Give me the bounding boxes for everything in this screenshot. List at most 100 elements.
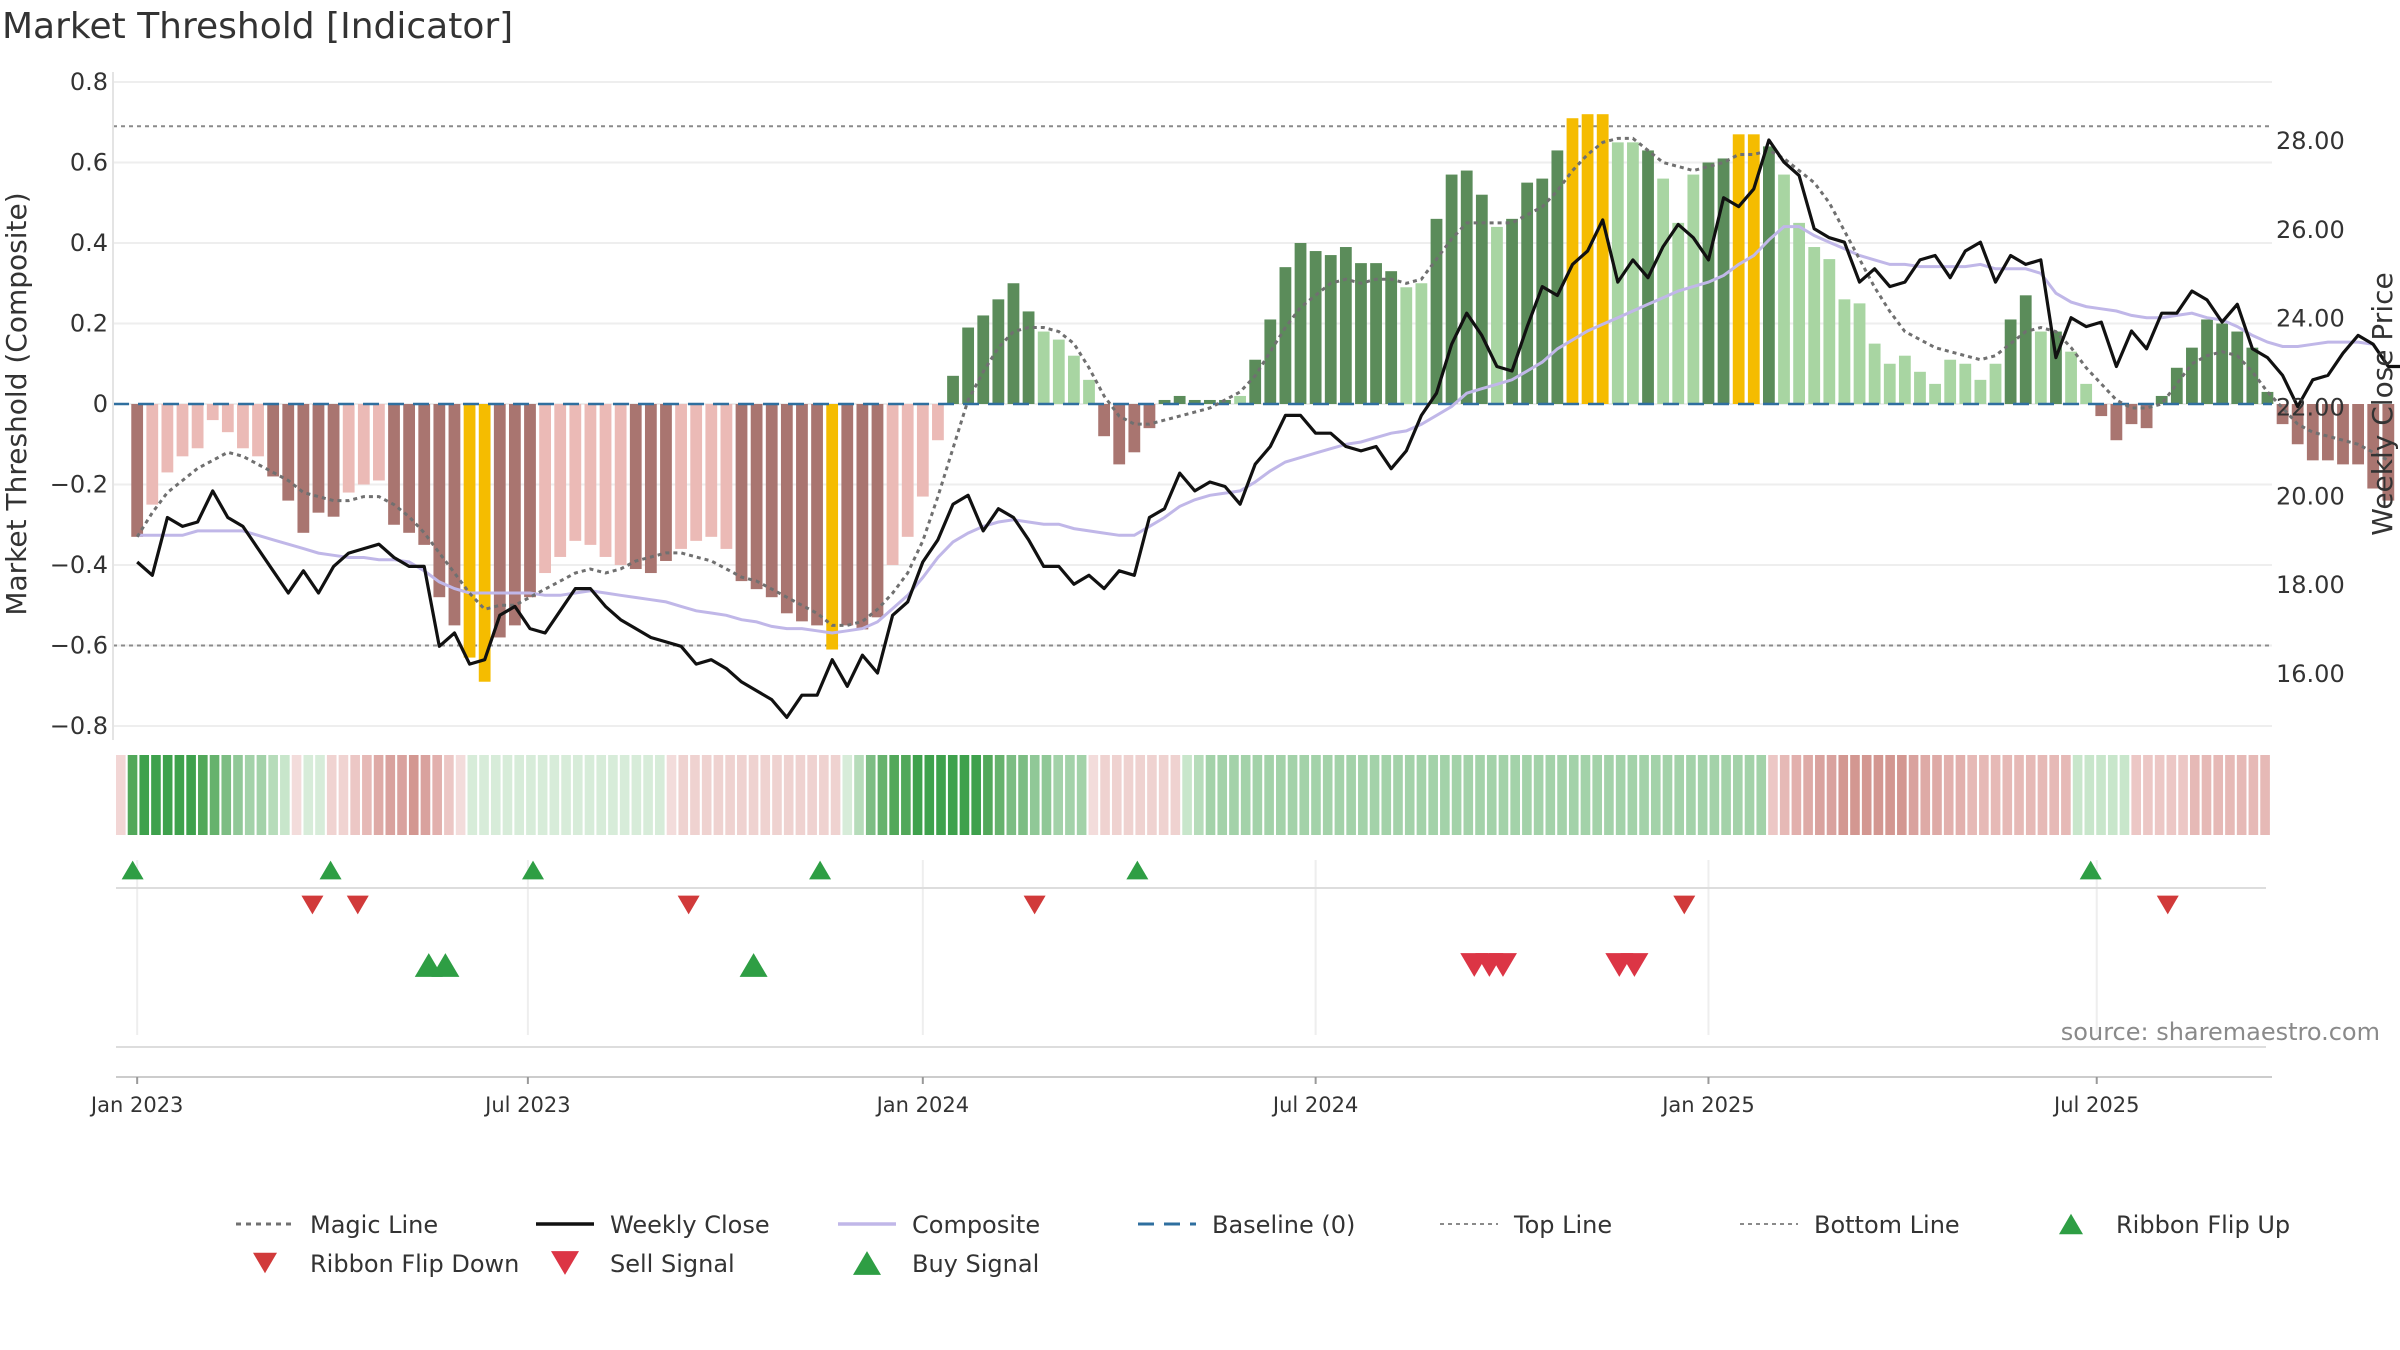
composite-bar xyxy=(2306,404,2319,461)
ribbon-cell xyxy=(959,755,970,835)
composite-bar xyxy=(947,375,959,404)
ribbon-cell xyxy=(1557,755,1567,835)
legend-item: Ribbon Flip Up xyxy=(2059,1211,2290,1239)
ribbon-cell xyxy=(1217,755,1228,835)
ribbon-flip-up-marker xyxy=(809,860,832,880)
composite-bar xyxy=(146,404,159,505)
composite-bar xyxy=(1883,363,1896,404)
composite-bar xyxy=(1475,194,1488,404)
composite-bar xyxy=(2170,367,2183,404)
ribbon-cell xyxy=(268,755,278,835)
ribbon-cell xyxy=(1252,755,1263,835)
legend-label: Weekly Close xyxy=(610,1211,770,1239)
ribbon-cell xyxy=(1533,755,1544,835)
composite-bar xyxy=(1914,371,1926,404)
date-tick-label: Jul 2025 xyxy=(2052,1093,2139,1117)
ribbon-cell xyxy=(186,755,196,835)
left-axis: 0.8 0.6 0.4 0.2 0 −0.2 −0.4 −0.6 −0.8 xyxy=(50,68,114,740)
composite-bar xyxy=(735,404,748,582)
composite-bar xyxy=(614,404,627,565)
left-axis-title: Market Threshold (Composite) xyxy=(0,192,33,615)
ribbon-cell xyxy=(865,755,876,835)
ribbon-cell xyxy=(2037,755,2048,835)
ribbon-cell xyxy=(209,755,220,835)
composite-bar xyxy=(1672,222,1685,404)
composite-bar xyxy=(1627,142,1639,404)
composite-bar xyxy=(1596,114,1609,404)
ribbon-flip-up-marker xyxy=(522,860,545,880)
ribbon-flip-down-marker xyxy=(301,895,324,915)
ribbon-cell xyxy=(2225,755,2235,835)
composite-bar xyxy=(2246,347,2259,404)
composite-bar xyxy=(1430,218,1443,404)
ribbon-cell xyxy=(1580,755,1591,835)
composite-bar xyxy=(916,404,929,497)
ribbon-cell xyxy=(256,755,267,835)
ribbon-cell xyxy=(819,755,829,835)
ribbon-cell xyxy=(877,755,888,835)
ribbon-cell xyxy=(1428,755,1438,835)
ribbon-cell xyxy=(2096,755,2106,835)
composite-bar xyxy=(2231,331,2244,404)
ribbon-cell xyxy=(584,755,595,835)
ribbon-cell xyxy=(2154,755,2165,835)
composite-bar xyxy=(1747,134,1760,404)
ribbon-cell xyxy=(1205,755,1216,835)
composite-bar xyxy=(1823,259,1836,404)
ribbon-cell xyxy=(983,755,993,835)
composite-bar xyxy=(2140,404,2153,429)
ribbon-cell xyxy=(291,755,302,835)
ribbon-flip-up-marker xyxy=(121,860,144,880)
ribbon-cell xyxy=(162,755,173,835)
ribbon-cell xyxy=(526,755,536,835)
ribbon-cell xyxy=(1522,755,1532,835)
ribbon-cell xyxy=(362,755,372,835)
composite-bar xyxy=(977,315,990,404)
composite-bar xyxy=(478,404,491,682)
legend-label: Baseline (0) xyxy=(1212,1211,1355,1239)
right-axis: 28.00 26.00 24.00 22.00 20.00 18.00 16.00 xyxy=(2276,127,2345,688)
ribbon-cell xyxy=(842,755,853,835)
ribbon-cell xyxy=(2260,755,2270,835)
ribbon-cell xyxy=(338,755,349,835)
ribbon-cell xyxy=(2084,755,2095,835)
ribbon-cell xyxy=(1170,755,1181,835)
ribbon-cell xyxy=(1404,755,1415,835)
ribbon-cell xyxy=(127,755,138,835)
composite-bar xyxy=(448,404,461,626)
right-tick-label: 20.00 xyxy=(2276,482,2345,510)
ribbon-flip-down-marker xyxy=(2156,895,2179,915)
ribbon-cell xyxy=(1475,755,1485,835)
ribbon-cell xyxy=(1240,755,1251,835)
composite-bar xyxy=(780,404,793,614)
ribbon-cell xyxy=(1803,755,1813,835)
ribbon-cell xyxy=(994,755,1005,835)
composite-bar xyxy=(463,404,476,658)
ribbon-cell xyxy=(444,755,454,835)
ribbon-cell xyxy=(1053,755,1063,835)
composite-bar xyxy=(342,404,355,493)
composite-bar xyxy=(2216,323,2229,404)
composite-bar xyxy=(1506,218,1518,404)
ribbon-flip-up-marker xyxy=(1126,860,1149,880)
ribbon-cell xyxy=(1510,755,1520,835)
composite-bar xyxy=(2352,404,2365,465)
ribbon-cell xyxy=(2236,755,2247,835)
left-tick-label: 0.2 xyxy=(70,310,108,338)
ribbon-cell xyxy=(572,755,583,835)
composite-bar xyxy=(131,404,144,537)
legend-swatch xyxy=(253,1252,277,1274)
legend-swatch xyxy=(551,1251,579,1275)
ribbon-cell xyxy=(1604,755,1614,835)
composite-bar xyxy=(2095,404,2108,417)
composite-bar xyxy=(1143,404,1156,429)
composite-bar xyxy=(1249,359,1262,404)
ribbon-cell xyxy=(1111,755,1122,835)
composite-bar xyxy=(418,404,431,545)
composite-bar xyxy=(826,404,839,650)
composite-bar xyxy=(2382,404,2395,501)
ribbon-cell xyxy=(1088,755,1099,835)
composite-bar xyxy=(1052,339,1065,404)
composite-bar xyxy=(1173,395,1186,404)
